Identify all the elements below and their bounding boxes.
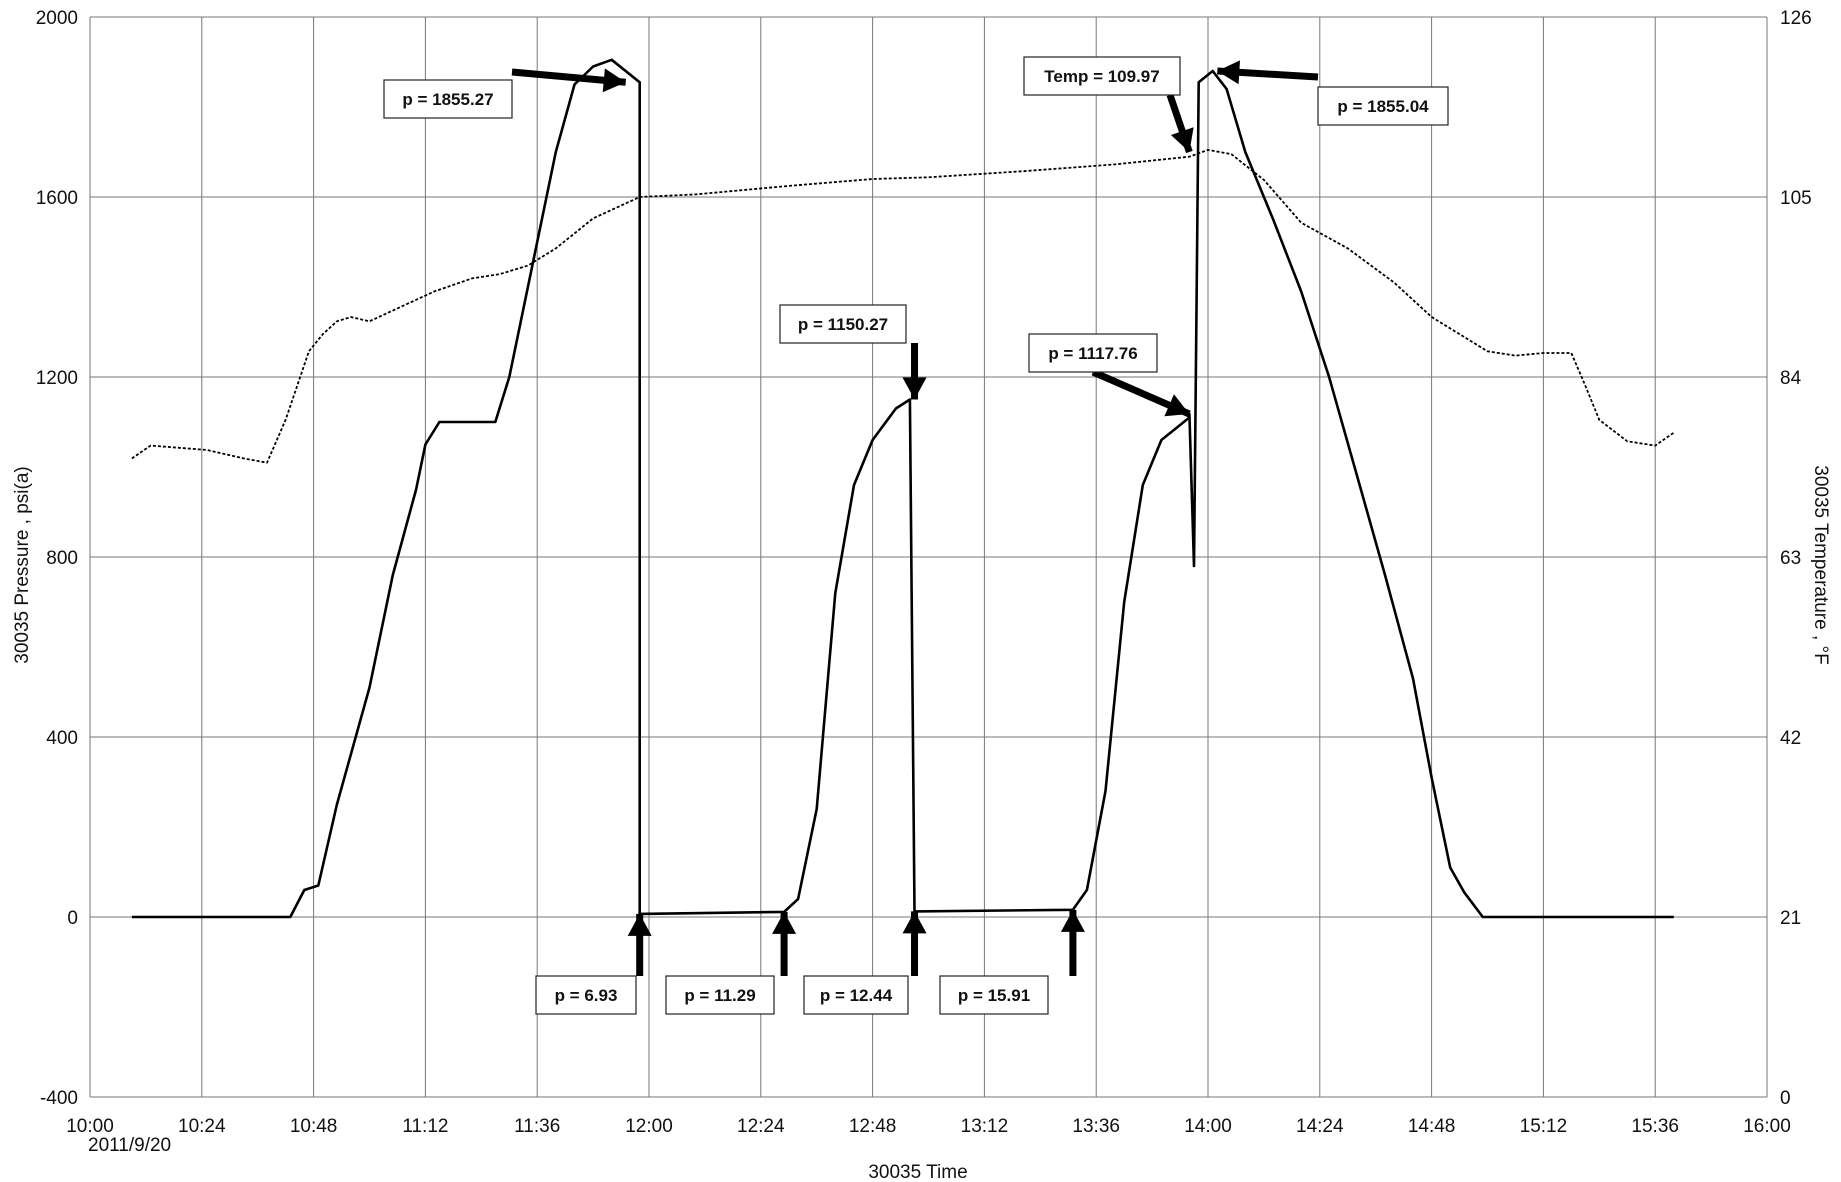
- annotation-box: [1028, 333, 1158, 373]
- annotation-label: p = 1117.76: [1048, 344, 1137, 363]
- y2-axis-title: 30035 Temperature , °F: [1810, 465, 1831, 664]
- annotation-callout: p = 15.91: [939, 909, 1085, 1015]
- grid-layer: [89, 16, 1768, 1098]
- annotation-box: [535, 975, 637, 1015]
- x-tick-label: 12:00: [625, 1116, 673, 1137]
- x-tick-label: 13:36: [1072, 1116, 1120, 1137]
- x-tick-label: 14:48: [1408, 1116, 1456, 1137]
- annotation-layer: p = 1855.27 Temp = 109.97 p = 1855.04 p = 1…: [383, 56, 1449, 1015]
- x-tick-label: 10:24: [178, 1116, 226, 1137]
- series-layer: [131, 58, 1675, 919]
- axis-layer: 2011/9/20 30035 Time 30035 Pressure , ps…: [12, 8, 1831, 1182]
- annotation-callout: p = 1117.76: [1028, 333, 1191, 418]
- y-tick-label: 2000: [36, 8, 78, 29]
- x-tick-label: 14:24: [1296, 1116, 1344, 1137]
- annotation-callout: p = 1855.04: [1217, 60, 1449, 126]
- x-axis-title: 30035 Time: [868, 1162, 967, 1182]
- annotation-box: [939, 975, 1049, 1015]
- x-date-label: 2011/9/20: [88, 1135, 171, 1156]
- annotation-label: p = 1855.27: [402, 90, 493, 109]
- y-tick-label: 400: [46, 728, 78, 749]
- y-tick-label: 0: [67, 908, 78, 929]
- annotation-label: p = 1150.27: [798, 315, 888, 334]
- annotation-arrowhead: [902, 911, 927, 934]
- y-axis-title: 30035 Pressure , psi(a): [12, 466, 33, 664]
- annotation-arrowhead: [1217, 60, 1240, 85]
- x-tick-label: 10:00: [66, 1116, 114, 1137]
- annotation-label: p = 12.44: [820, 986, 893, 1005]
- x-tick-label: 15:12: [1520, 1116, 1568, 1137]
- temperature-line: [131, 148, 1675, 464]
- annotation-arrowhead: [902, 377, 927, 400]
- annotation-box: [665, 975, 775, 1015]
- annotation-label: p = 6.93: [555, 986, 618, 1005]
- x-tick-label: 13:12: [961, 1116, 1009, 1137]
- annotation-arrowhead: [1060, 909, 1085, 932]
- annotation-arrowhead: [602, 68, 626, 93]
- pressure-line: [131, 58, 1674, 919]
- x-tick-label: 16:00: [1743, 1116, 1791, 1137]
- annotation-callout: p = 11.29: [665, 911, 797, 1015]
- annotation-callout: p = 12.44: [803, 911, 927, 1015]
- annotation-box: [803, 975, 909, 1015]
- annotation-callout: p = 1150.27: [779, 304, 927, 400]
- y2-tick-label: 42: [1780, 728, 1801, 749]
- y-tick-label: 1600: [36, 188, 78, 209]
- annotation-box: [1317, 86, 1449, 126]
- annotation-arrowhead: [1170, 127, 1194, 152]
- annotation-arrowhead: [772, 911, 797, 934]
- annotation-label: p = 1855.04: [1337, 97, 1429, 116]
- annotation-box: [1023, 56, 1181, 96]
- annotation-callout: p = 1855.27: [383, 68, 627, 119]
- x-tick-label: 12:48: [849, 1116, 897, 1137]
- y2-tick-label: 63: [1780, 548, 1801, 569]
- x-tick-label: 11:12: [402, 1116, 448, 1137]
- annotation-label: Temp = 109.97: [1044, 67, 1159, 86]
- annotation-arrowhead: [1164, 394, 1190, 417]
- annotation-callout: Temp = 109.97: [1023, 56, 1194, 154]
- y2-tick-label: 0: [1780, 1088, 1791, 1109]
- y2-tick-label: 126: [1780, 8, 1812, 29]
- annotation-label: p = 11.29: [684, 986, 755, 1005]
- y2-tick-label: 21: [1780, 908, 1801, 929]
- x-tick-label: 14:00: [1184, 1116, 1232, 1137]
- annotation-box: [383, 79, 513, 119]
- annotation-label: p = 15.91: [958, 986, 1030, 1005]
- y2-tick-label: 105: [1780, 188, 1812, 209]
- annotation-callout: p = 6.93: [535, 913, 652, 1015]
- y-tick-label: 1200: [36, 368, 78, 389]
- y-tick-label: 800: [46, 548, 78, 569]
- x-tick-label: 12:24: [737, 1116, 785, 1137]
- x-tick-label: 11:36: [514, 1116, 560, 1137]
- annotation-arrowhead: [627, 913, 652, 936]
- x-tick-label: 10:48: [290, 1116, 338, 1137]
- annotation-box: [779, 304, 907, 344]
- y2-tick-label: 84: [1780, 368, 1802, 389]
- y-tick-label: -400: [40, 1088, 78, 1109]
- x-tick-label: 15:36: [1631, 1116, 1679, 1137]
